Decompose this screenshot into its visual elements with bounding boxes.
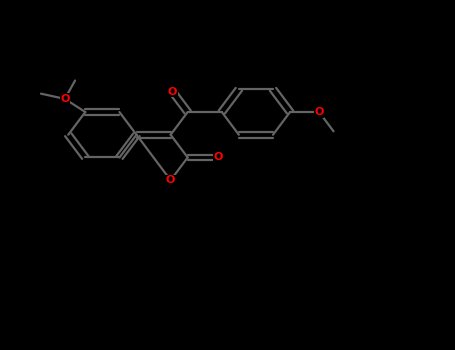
Text: O: O xyxy=(314,107,324,117)
Text: O: O xyxy=(60,94,70,104)
Text: O: O xyxy=(167,86,177,97)
Text: O: O xyxy=(214,153,223,162)
Text: O: O xyxy=(166,175,175,185)
